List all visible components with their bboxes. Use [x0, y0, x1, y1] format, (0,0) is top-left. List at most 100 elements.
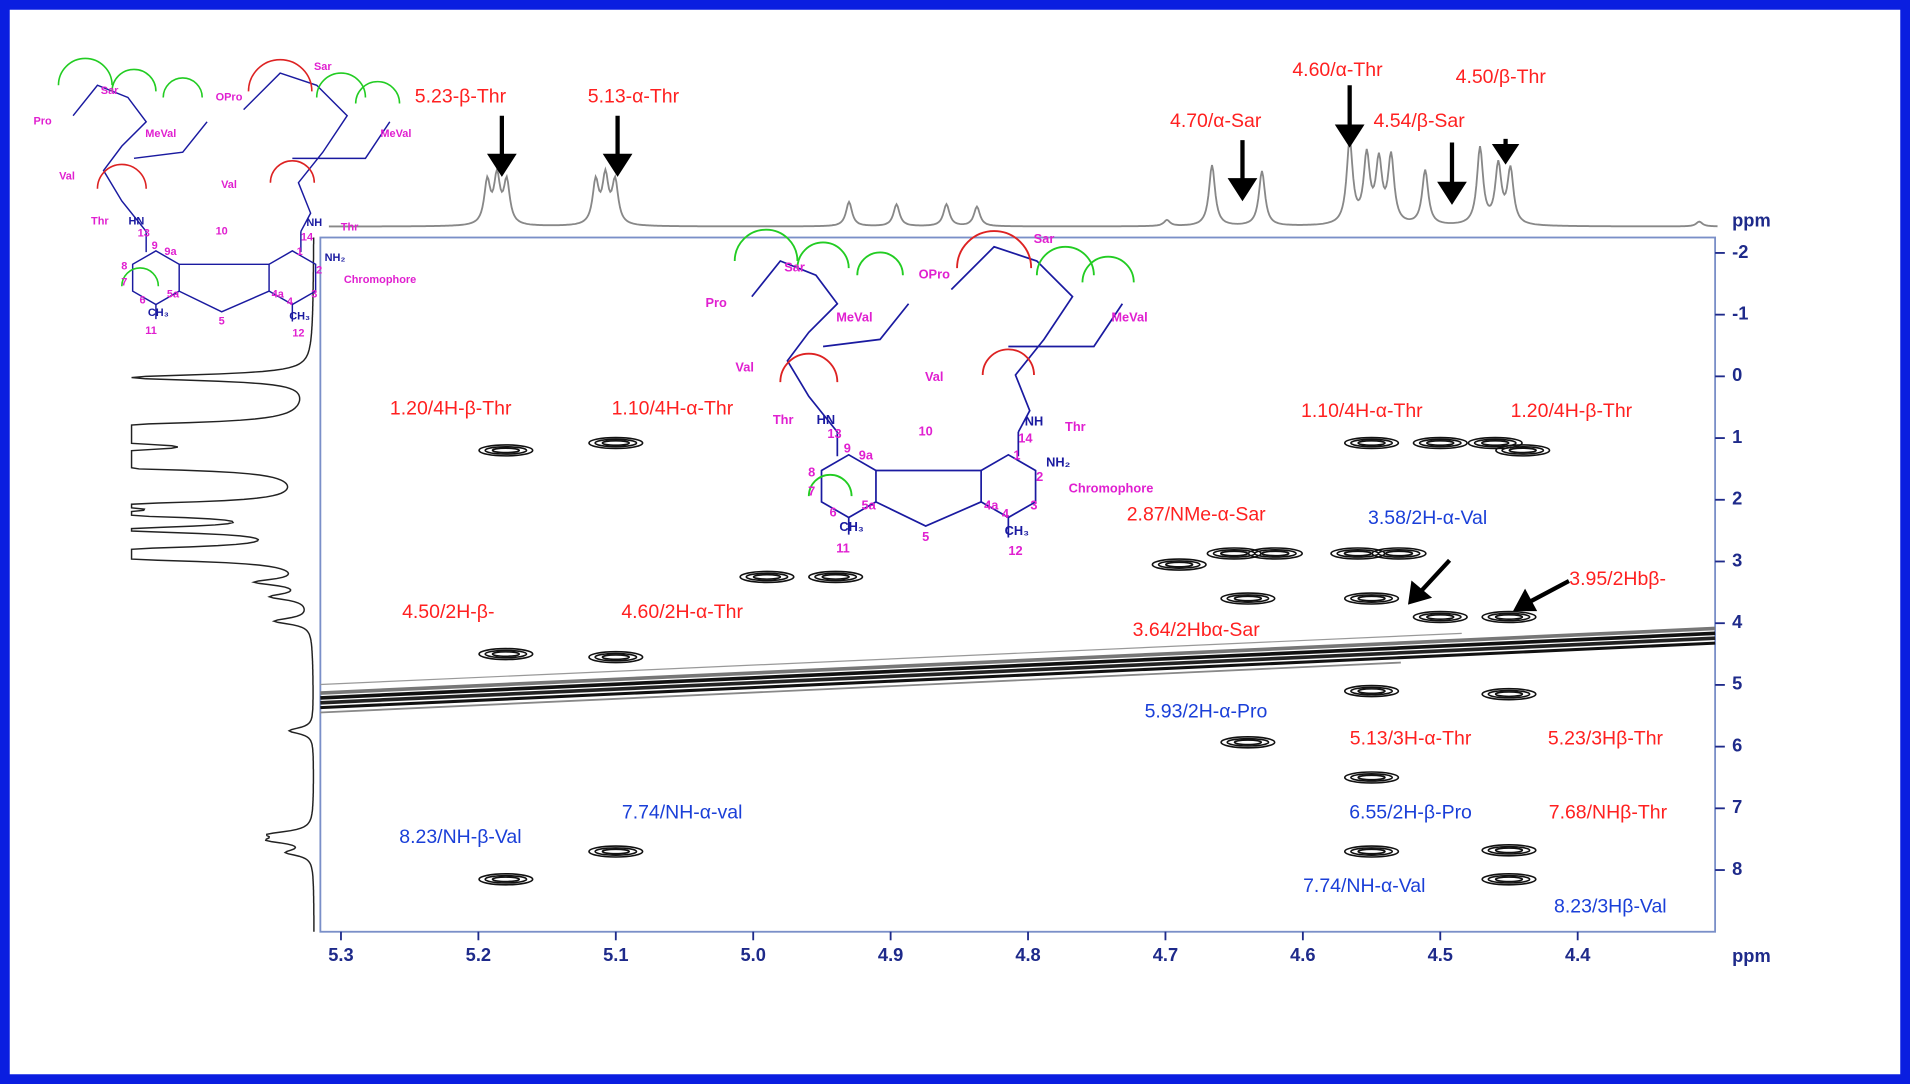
contour: [601, 654, 630, 661]
structure-label: Chromophore: [344, 274, 416, 286]
cross-peak: [1481, 687, 1537, 701]
structure-label: 9a: [164, 246, 177, 258]
contour: [491, 447, 521, 454]
contour: [752, 573, 782, 580]
structure-label: 9: [152, 240, 158, 252]
contour: [1343, 436, 1400, 450]
structure-label: CH₃: [839, 519, 864, 534]
annotation: 4.54/β-Sar: [1373, 110, 1465, 132]
annotation: 7.74/NH-α-Val: [1303, 875, 1425, 897]
x-tick-label: 4.5: [1428, 944, 1453, 965]
ring: [145, 231, 302, 322]
peptide: [751, 245, 1124, 433]
contour: [1494, 691, 1524, 698]
contour: [588, 436, 644, 450]
cross-peak: [588, 436, 644, 450]
structure-label: Thr: [91, 216, 109, 228]
cross-peak: [1495, 444, 1551, 457]
cross-peak: [808, 570, 864, 584]
cross-peak: [1206, 547, 1262, 560]
arc: [121, 267, 160, 287]
y-tick-label: 3: [1732, 549, 1742, 570]
contour: [1350, 686, 1394, 696]
cross-peak: [1343, 684, 1400, 698]
arc: [269, 159, 316, 183]
structure-label: Thr: [1065, 419, 1086, 434]
contour: [1501, 445, 1545, 455]
arc: [354, 80, 401, 104]
contour: [1494, 614, 1524, 621]
contour: [1350, 773, 1394, 782]
contour: [1261, 550, 1290, 557]
annotation: 3.95/2Hbβ-: [1569, 568, 1666, 590]
structure-label: 12: [1008, 543, 1022, 558]
arc: [796, 241, 850, 269]
x-tick-label: 4.4: [1565, 944, 1591, 965]
structure-label: Val: [925, 369, 944, 384]
arc: [111, 68, 157, 92]
y-axis-label: ppm: [1732, 210, 1771, 231]
cross-peak: [1330, 547, 1386, 560]
contour: [1384, 550, 1414, 557]
y-tick-label: -1: [1732, 302, 1748, 323]
structure-label: Sar: [784, 260, 805, 275]
structure-label: 5a: [862, 498, 877, 513]
cross-peak: [1467, 436, 1523, 450]
annotation: 1.10/4H-α-Thr: [1301, 400, 1423, 422]
structure-label: Pro: [706, 295, 728, 310]
contour: [601, 440, 630, 446]
arc: [162, 77, 203, 98]
structure-label: 2: [1036, 469, 1043, 484]
x-tick-label: 5.2: [466, 944, 491, 965]
structure-label: 3: [311, 289, 317, 301]
cross-peak: [1481, 873, 1537, 886]
annotation: 5.13/3H-α-Thr: [1350, 727, 1472, 749]
structure-label: 9a: [859, 448, 874, 463]
contour: [1481, 873, 1537, 886]
annotation: 3.58/2H-α-Val: [1368, 507, 1487, 529]
contour: [821, 573, 850, 580]
structure-label: Thr: [341, 222, 359, 234]
arc: [247, 58, 313, 92]
contour: [1487, 689, 1531, 699]
contour: [1350, 847, 1394, 856]
y-tick-label: 1: [1732, 426, 1742, 447]
arc: [956, 230, 1033, 269]
contour: [1487, 874, 1531, 884]
structure-label: 5: [219, 315, 225, 327]
arc: [981, 348, 1035, 376]
cross-peak: [1220, 736, 1276, 749]
contour: [1426, 614, 1455, 621]
y-tick-label: 7: [1732, 796, 1742, 817]
structure-label: 14: [1018, 431, 1033, 446]
structure-label: 10: [919, 423, 933, 438]
bonds: [751, 245, 1124, 538]
contour: [484, 445, 528, 455]
annotation: 5.13-α-Thr: [588, 86, 680, 108]
contour: [1467, 436, 1523, 450]
cross-peak: [1343, 845, 1400, 858]
structure-label: 13: [138, 228, 150, 240]
hmbc-arcs: [57, 57, 401, 287]
contour: [1412, 436, 1468, 450]
contour: [1157, 560, 1201, 570]
annotation: 5.23/3Hβ-Thr: [1548, 727, 1664, 749]
structure-label: 14: [301, 231, 314, 243]
contour: [1350, 594, 1394, 603]
structure-label: 4: [287, 296, 294, 308]
contour: [1418, 438, 1462, 448]
y-tick-label: 8: [1732, 858, 1742, 879]
cross-peak: [1412, 436, 1468, 450]
y-tick-label: 5: [1732, 673, 1742, 694]
contour: [1481, 440, 1510, 446]
contour: [1343, 684, 1400, 698]
structure-label: 1: [1013, 448, 1020, 463]
structure-label: Val: [221, 179, 237, 191]
contour: [1233, 739, 1263, 746]
annotation: 7.74/NH-α-val: [622, 802, 743, 824]
contour: [1494, 847, 1524, 854]
structure-label: 11: [836, 540, 850, 555]
contour: [484, 649, 528, 659]
arc: [96, 163, 147, 189]
